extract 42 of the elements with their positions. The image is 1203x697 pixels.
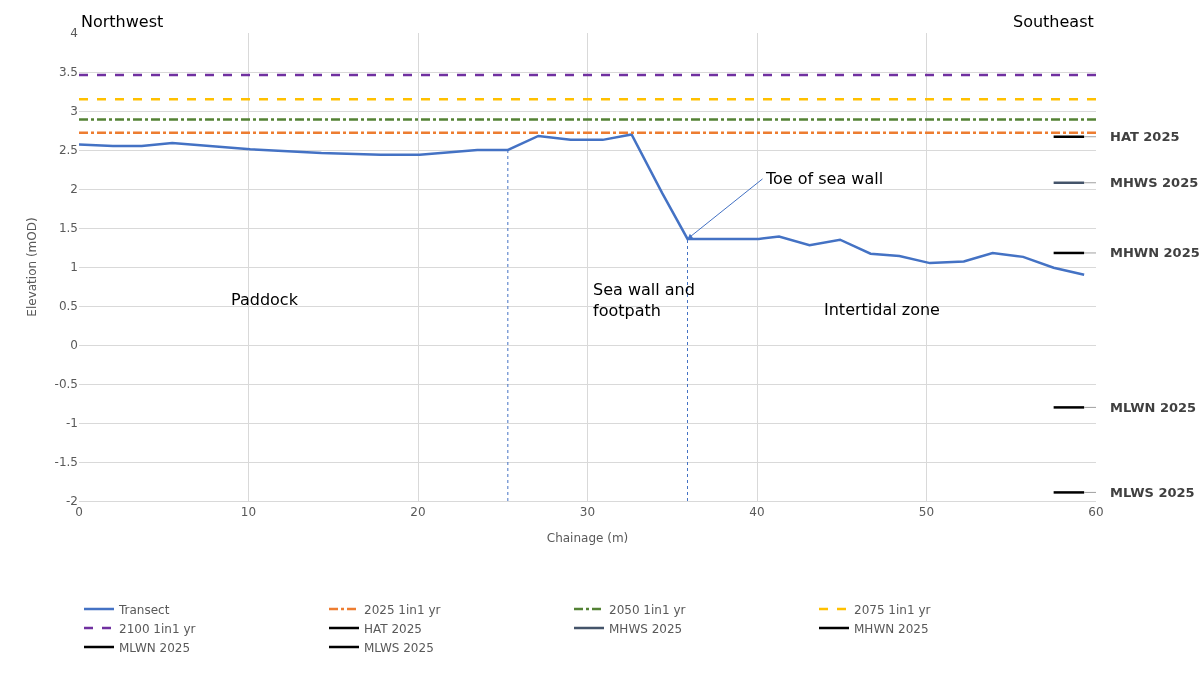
y-tick-label: -1.5 <box>54 455 78 470</box>
y-tick-label: 0 <box>70 338 78 353</box>
text: Northwest <box>81 12 164 31</box>
text: MHWN 2025 <box>1110 245 1200 260</box>
legend-label: 2025 1in1 yr <box>364 602 441 617</box>
annotation: Paddock <box>231 290 299 309</box>
x-tick-label: 30 <box>579 505 596 520</box>
y-tick-label: 1.5 <box>58 221 78 236</box>
x-tick-label: 40 <box>749 505 765 520</box>
annotation: Sea wall and footpath <box>593 280 695 320</box>
y-tick-label: 2 <box>70 182 78 197</box>
text: MLWN 2025 <box>1110 400 1197 415</box>
legend-label: MHWN 2025 <box>854 621 929 636</box>
text: Southeast <box>1013 12 1094 31</box>
legend-label: 2075 1in1 yr <box>854 602 931 617</box>
y-tick-label: 0.5 <box>58 299 78 314</box>
y-tick-label: -2 <box>66 494 78 509</box>
legend-label: MLWN 2025 <box>119 640 191 655</box>
legend-label: MHWS 2025 <box>609 621 683 636</box>
x-tick-label: 50 <box>918 505 935 520</box>
legend-label: HAT 2025 <box>364 621 422 636</box>
y-tick-label: 4 <box>70 26 78 41</box>
y-tick-label: -0.5 <box>54 377 78 392</box>
y-tick-label: -1 <box>66 416 78 431</box>
x-tick-label: 10 <box>240 505 257 520</box>
annotation: Intertidal zone <box>824 300 940 319</box>
y-tick-label: 3 <box>70 104 78 119</box>
y-axis-title: Elevation (mOD) <box>24 217 39 317</box>
text: MLWS 2025 <box>1110 485 1195 500</box>
y-tick-label: 1 <box>70 260 78 275</box>
annotation: Toe of sea wall <box>765 169 884 188</box>
text: HAT 2025 <box>1110 129 1180 144</box>
legend-label: 2100 1in1 yr <box>119 621 196 636</box>
legend-label: 2050 1in1 yr <box>609 602 686 617</box>
text: MHWS 2025 <box>1110 175 1199 190</box>
legend-label: Transect <box>118 602 170 617</box>
y-tick-label: 3.5 <box>58 65 78 80</box>
x-tick-label: 20 <box>410 505 426 520</box>
legend-label: MLWS 2025 <box>364 640 434 655</box>
x-tick-label: 60 <box>1088 505 1104 520</box>
y-tick-label: 2.5 <box>58 143 78 158</box>
x-axis-title: Chainage (m) <box>546 531 629 546</box>
